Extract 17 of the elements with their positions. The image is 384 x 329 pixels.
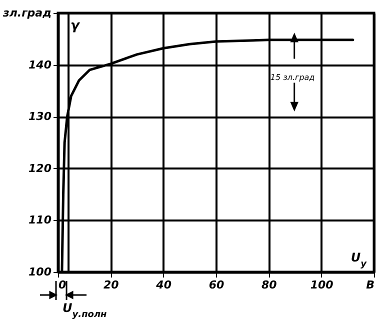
x-tick-label: 100: [310, 278, 334, 292]
y-tick-label: 110: [28, 214, 52, 227]
x-tick-label: 20: [104, 278, 120, 292]
y-tick-label: 120: [28, 162, 52, 175]
annotation: 15 зл.град: [270, 72, 316, 82]
x-tick-label: 80: [262, 278, 278, 292]
x-tick-label: 0: [58, 278, 66, 292]
x-axis-title: U$_{у}$: [350, 250, 368, 270]
x-tick-label: В: [366, 278, 374, 292]
x-tick-label: 40: [155, 278, 172, 292]
y-tick-label: 130: [28, 110, 52, 124]
legend-label: U$_{у.полн}$: [62, 301, 107, 320]
y-axis-title: γ: [70, 18, 80, 34]
x-tick-label: 60: [208, 278, 224, 292]
y-tick-label: 140: [28, 58, 52, 72]
y-tick-label: 100: [28, 266, 52, 278]
y-tick-label: зл.град: [2, 6, 52, 20]
